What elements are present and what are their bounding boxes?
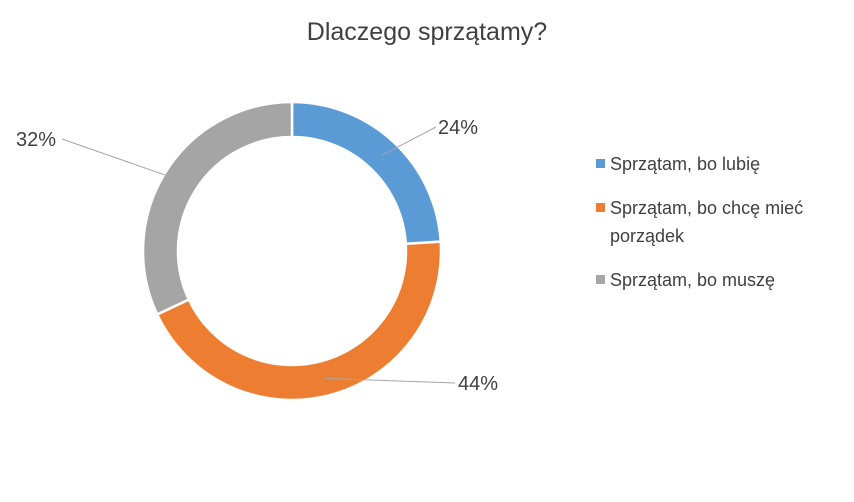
legend-swatch: [596, 275, 605, 284]
legend-label: Sprzątam, bo lubię: [610, 154, 761, 174]
legend-label: Sprzątam, bo muszę: [610, 270, 776, 290]
leader-line: [381, 126, 437, 156]
legend-item: Sprzątam, bo lubię: [596, 150, 846, 178]
legend-swatch: [596, 159, 605, 168]
data-label: 24%: [438, 117, 478, 139]
donut-slice: [141, 100, 294, 317]
donut-slice: [155, 240, 443, 402]
chart-title: Dlaczego sprzątamy?: [306, 18, 548, 46]
legend-item: Sprzątam, bo muszę: [596, 266, 846, 294]
donut-slice: [290, 100, 443, 246]
legend-item: Sprzątam, bo chcę mieć porządek: [596, 194, 846, 250]
legend-swatch: [596, 203, 605, 212]
leader-line: [61, 138, 182, 182]
legend-label: Sprzątam, bo chcę mieć porządek: [610, 198, 804, 246]
leader-line: [324, 377, 456, 384]
data-label: 44%: [458, 373, 498, 395]
legend: Sprzątam, bo lubię Sprzątam, bo chcę mie…: [596, 150, 846, 310]
data-label: 32%: [16, 129, 56, 151]
